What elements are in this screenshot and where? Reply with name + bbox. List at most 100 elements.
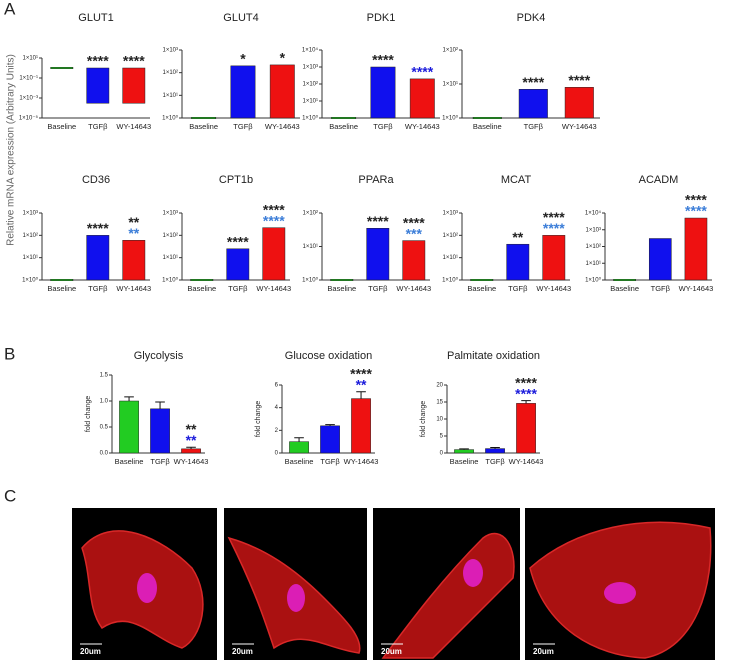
error-bar bbox=[124, 396, 134, 401]
significance-label: **** bbox=[522, 74, 544, 90]
x-tick-label: TGFβ bbox=[373, 122, 393, 131]
y-tick-label: 1×10¹ bbox=[302, 244, 318, 250]
bar bbox=[191, 117, 217, 119]
y-tick-label: 1×10² bbox=[162, 233, 178, 239]
y-tick-label: 1×10³ bbox=[585, 227, 601, 233]
significance-label: **** bbox=[515, 374, 537, 390]
y-tick-label: 0.5 bbox=[100, 425, 109, 431]
y-tick-label: 5 bbox=[440, 434, 444, 440]
bar bbox=[351, 398, 371, 454]
significance-label: **** bbox=[123, 53, 145, 69]
bar bbox=[230, 65, 256, 119]
y-tick-label: 1.5 bbox=[100, 373, 109, 379]
bar bbox=[226, 248, 250, 281]
bar bbox=[86, 67, 110, 104]
significance-label: ** bbox=[128, 225, 139, 241]
y-tick-label: 1×10⁰ bbox=[162, 277, 179, 284]
significance-label: **** bbox=[350, 366, 372, 382]
y-tick-label: 1×10⁰ bbox=[442, 277, 459, 284]
micrograph: 20um bbox=[72, 508, 217, 660]
significance-label: ** bbox=[512, 229, 523, 245]
x-tick-label: WY-14643 bbox=[405, 122, 440, 131]
bar bbox=[409, 78, 435, 119]
y-tick-label: 1×10² bbox=[442, 233, 458, 239]
significance-label: *** bbox=[406, 225, 423, 241]
nucleus bbox=[287, 584, 305, 612]
x-tick-label: WY-14643 bbox=[265, 122, 300, 131]
x-tick-label: Baseline bbox=[189, 122, 218, 131]
bar bbox=[366, 228, 390, 281]
x-tick-label: WY-14643 bbox=[116, 122, 151, 131]
significance-label: **** bbox=[568, 72, 590, 88]
x-tick-label: Baseline bbox=[329, 122, 358, 131]
chart-title: Glycolysis bbox=[134, 350, 184, 362]
bar bbox=[50, 279, 74, 281]
scale-bar-label: 20um bbox=[533, 647, 554, 656]
y-tick-label: 1×10² bbox=[302, 211, 318, 217]
significance-label: **** bbox=[411, 64, 433, 80]
x-tick-label: Baseline bbox=[610, 284, 639, 293]
y-tick-label: 1×10⁰ bbox=[585, 277, 602, 284]
y-tick-label: 1×10⁴ bbox=[302, 47, 319, 54]
y-tick-label: 0 bbox=[275, 451, 279, 457]
significance-label: **** bbox=[543, 220, 565, 236]
y-axis-label: fold change bbox=[255, 401, 262, 437]
significance-label: **** bbox=[263, 201, 285, 217]
bar bbox=[613, 279, 636, 281]
bar bbox=[119, 400, 139, 454]
y-tick-label: 1.0 bbox=[100, 399, 109, 405]
chart-title: PPARa bbox=[358, 174, 394, 186]
x-tick-label: TGFβ bbox=[233, 122, 253, 131]
significance-label: **** bbox=[543, 209, 565, 225]
significance-label: ** bbox=[186, 421, 197, 437]
y-tick-label: 1×10² bbox=[22, 233, 38, 239]
chart-title: PDK4 bbox=[517, 12, 546, 24]
x-tick-label: TGFβ bbox=[651, 284, 671, 293]
x-tick-label: Baseline bbox=[467, 284, 496, 293]
significance-label: **** bbox=[227, 233, 249, 249]
y-tick-label: 1×10¹ bbox=[442, 255, 458, 261]
error-bar bbox=[294, 437, 304, 442]
y-tick-label: 6 bbox=[275, 383, 279, 389]
y-tick-label: 10 bbox=[436, 417, 443, 423]
x-tick-label: Baseline bbox=[327, 284, 356, 293]
x-tick-label: Baseline bbox=[285, 457, 314, 466]
significance-label: ** bbox=[128, 214, 139, 230]
significance-label: **** bbox=[372, 52, 394, 68]
x-tick-label: TGFβ bbox=[88, 122, 108, 131]
bar bbox=[518, 89, 548, 119]
y-tick-label: 1×10¹ bbox=[585, 261, 601, 267]
bar bbox=[506, 243, 530, 281]
y-axis-label: Relative mRNA expression (Arbitrary Unit… bbox=[6, 54, 17, 246]
y-tick-label: 1×10⁻¹ bbox=[19, 76, 38, 82]
y-tick-label: 0.0 bbox=[100, 451, 109, 457]
bar bbox=[122, 240, 146, 281]
y-tick-label: 1×10¹ bbox=[22, 56, 38, 62]
significance-label: * bbox=[280, 50, 286, 66]
y-tick-label: 1×10³ bbox=[22, 211, 38, 217]
y-tick-label: 1×10⁰ bbox=[302, 277, 319, 284]
error-bar bbox=[490, 447, 500, 449]
chart-title: MCAT bbox=[501, 174, 532, 186]
chart-title: GLUT4 bbox=[223, 12, 258, 24]
x-tick-label: TGFβ bbox=[88, 284, 108, 293]
significance-label: **** bbox=[263, 212, 285, 228]
y-tick-label: 4 bbox=[275, 405, 279, 411]
bar bbox=[181, 448, 201, 454]
x-tick-label: WY-14643 bbox=[256, 284, 291, 293]
error-bar bbox=[155, 401, 165, 409]
y-tick-label: 0 bbox=[440, 451, 444, 457]
significance-label: ** bbox=[186, 432, 197, 448]
y-tick-label: 1×10² bbox=[302, 82, 318, 88]
chart-title: ACADM bbox=[639, 174, 679, 186]
y-tick-label: 1×10² bbox=[162, 70, 178, 76]
chart-title: Palmitate oxidation bbox=[447, 350, 540, 362]
y-tick-label: 1×10² bbox=[585, 244, 601, 250]
y-tick-label: 1×10⁻³ bbox=[19, 96, 38, 102]
bar bbox=[150, 408, 170, 454]
nucleus bbox=[137, 573, 157, 603]
bar bbox=[402, 240, 426, 281]
x-tick-label: TGFβ bbox=[485, 457, 505, 466]
x-tick-label: Baseline bbox=[473, 122, 502, 131]
